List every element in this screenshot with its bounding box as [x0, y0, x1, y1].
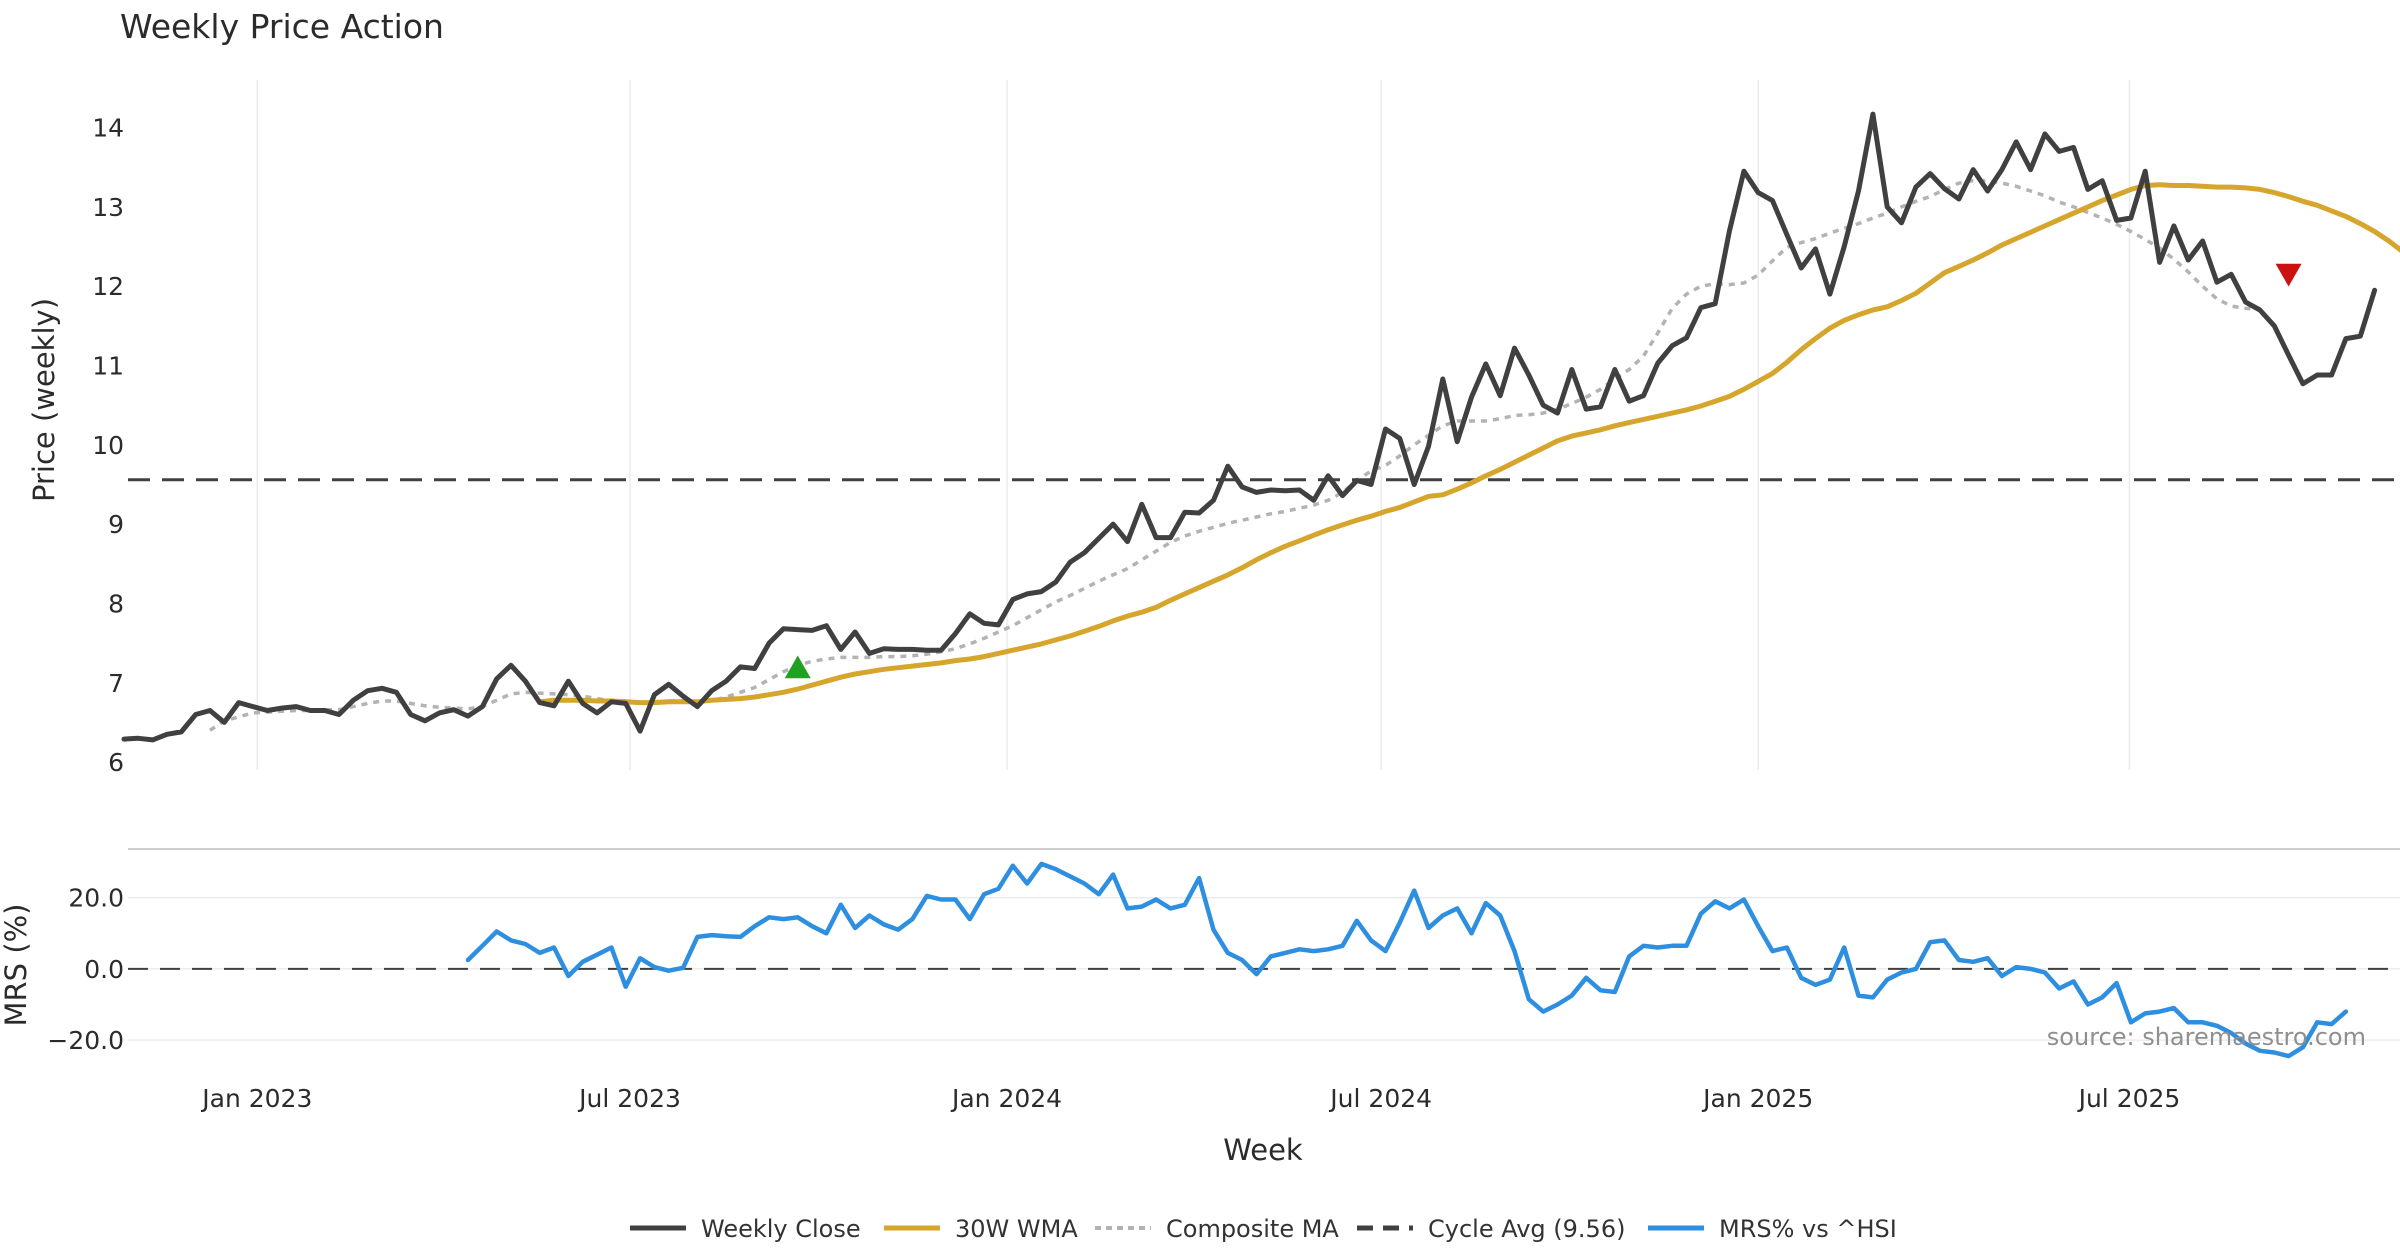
x-tick-label: Jul 2025 [2077, 1084, 2181, 1113]
legend-label: Composite MA [1166, 1215, 1339, 1243]
price-y-axis-label: Price (weekly) [27, 298, 61, 502]
legend-label: 30W WMA [955, 1215, 1078, 1243]
price-y-tick-label: 6 [108, 748, 124, 777]
price-gridlines [256, 80, 2131, 770]
x-tick-label: Jul 2024 [1328, 1084, 1432, 1113]
x-tick-label: Jan 2023 [200, 1084, 312, 1113]
x-tick-label: Jan 2025 [1701, 1084, 1813, 1113]
price-y-tick-label: 10 [92, 431, 124, 460]
x-tick-label: Jul 2023 [577, 1084, 681, 1113]
x-tick-label: Jan 2024 [950, 1084, 1062, 1113]
legend: Weekly Close 30W WMA Composite MA Cycle Avg… [630, 1215, 1897, 1243]
price-y-tick-label: 9 [108, 510, 124, 539]
source-text: source: sharemaestro.com [2047, 1023, 2366, 1051]
mrs-series-group [465, 861, 2349, 1059]
chart-title: Weekly Price Action [120, 7, 444, 46]
legend-label: MRS% vs ^HSI [1719, 1215, 1897, 1243]
x-axis-label: Week [1223, 1133, 1303, 1167]
sell-signal-marker [2275, 263, 2302, 287]
price-y-tick-label: 8 [108, 589, 124, 618]
legend-label: Weekly Close [701, 1215, 861, 1243]
series-line-weekly-close [121, 111, 2378, 743]
series-line-30w-wma [537, 182, 2400, 706]
signal-markers [784, 263, 2302, 679]
mrs-y-axis-label: MRS (%) [0, 904, 33, 1027]
mrs-y-tick-label: −20.0 [47, 1026, 124, 1055]
price-y-ticks: 6 7 8 9 10 11 12 13 14 [92, 114, 124, 777]
mrs-y-ticks: −20.0 0.0 20.0 [47, 884, 124, 1055]
price-series-group [121, 111, 2400, 743]
price-y-tick-label: 13 [92, 193, 124, 222]
price-y-tick-label: 7 [108, 669, 124, 698]
mrs-y-tick-label: 0.0 [84, 955, 124, 984]
mrs-y-tick-label: 20.0 [68, 884, 124, 913]
buy-signal-marker [784, 655, 811, 679]
price-y-tick-label: 12 [92, 272, 124, 301]
series-line-mrs [465, 861, 2349, 1059]
price-y-tick-label: 14 [92, 114, 124, 143]
legend-label: Cycle Avg (9.56) [1428, 1215, 1625, 1243]
price-y-tick-label: 11 [92, 352, 124, 381]
x-axis-ticks: Jan 2023 Jul 2023 Jan 2024 Jul 2024 Jan 2025… [200, 1084, 2180, 1113]
series-line-composite-ma [209, 178, 2260, 732]
